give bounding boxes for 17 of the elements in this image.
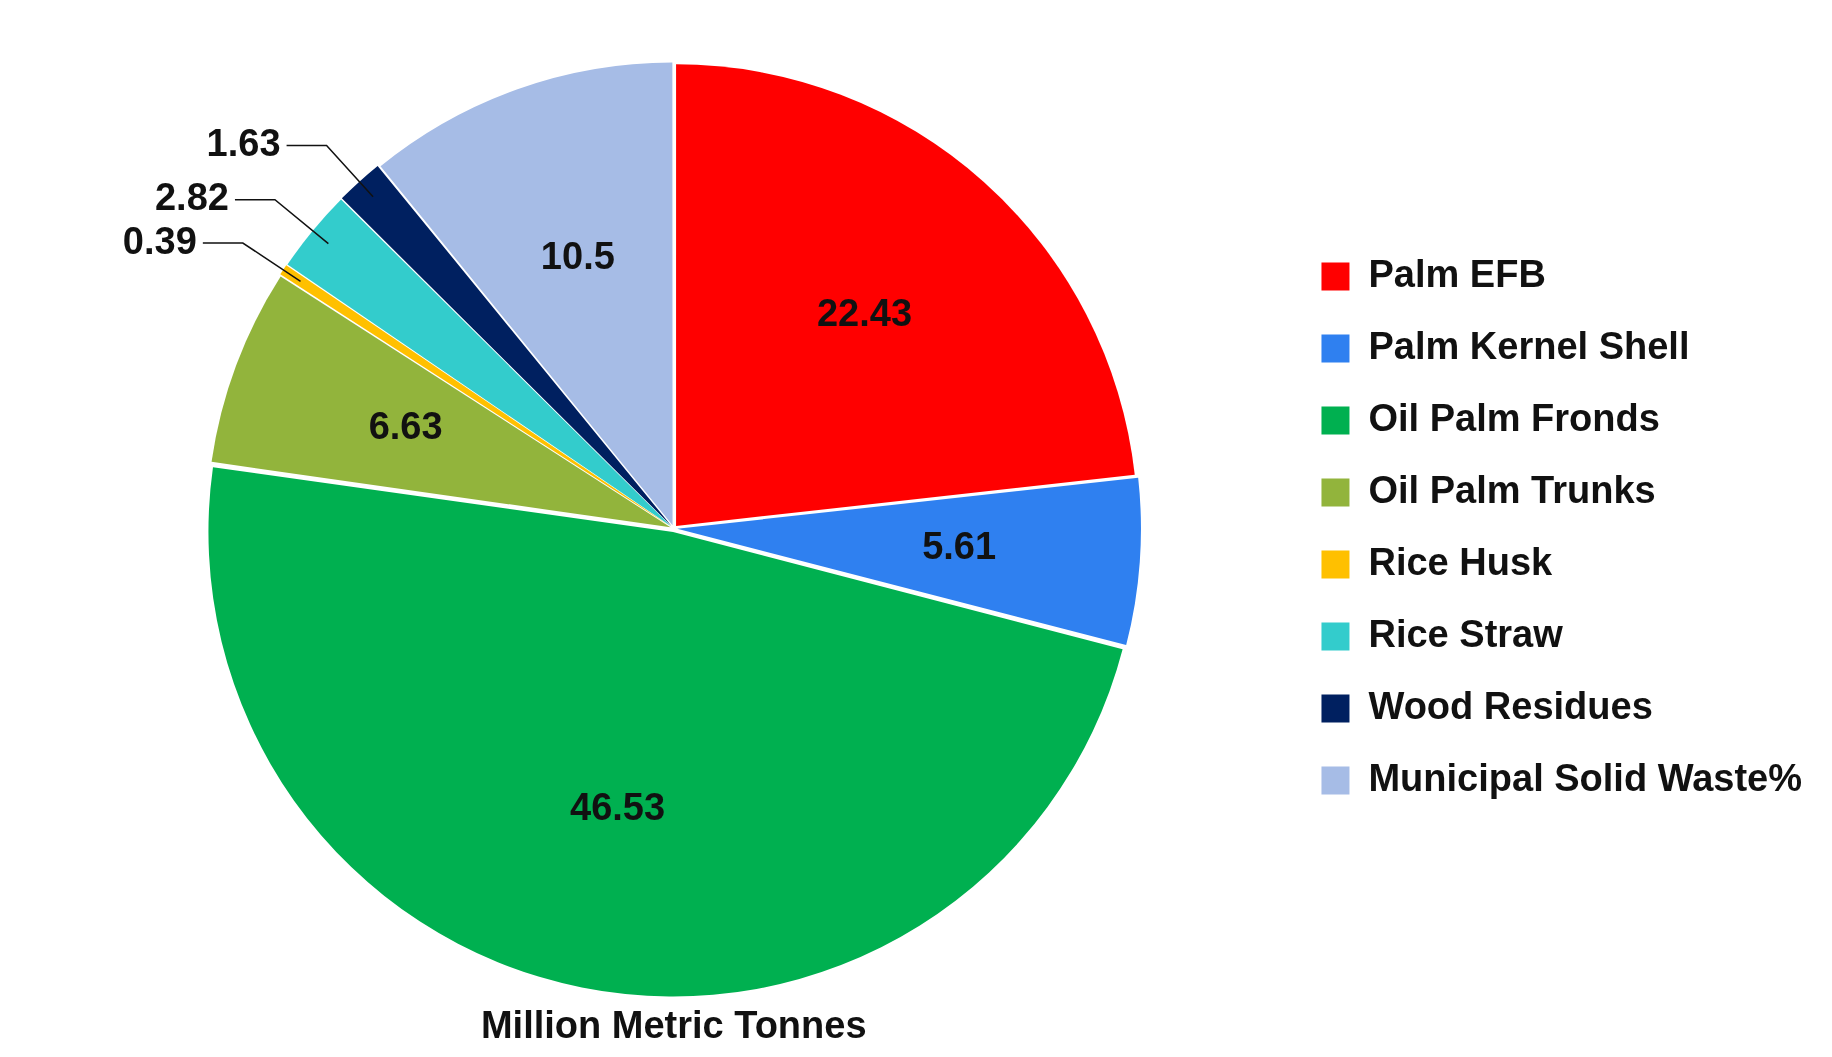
data-label: 0.39 <box>122 219 197 262</box>
legend-label: Palm Kernel Shell <box>1368 324 1690 367</box>
legend-label: Palm EFB <box>1368 252 1546 295</box>
data-label: 22.43 <box>816 291 913 334</box>
data-label: 46.53 <box>570 785 666 828</box>
data-label: 5.61 <box>922 525 997 568</box>
data-label: 10.5 <box>540 235 615 278</box>
legend-label: Oil Palm Fronds <box>1368 396 1660 439</box>
data-label: 2.82 <box>154 176 229 219</box>
legend-label: Municipal Solid Waste% <box>1368 756 1802 799</box>
legend-label: Oil Palm Trunks <box>1368 468 1656 511</box>
text: Million Metric Tonnes <box>480 1004 867 1047</box>
legend-label: Wood Residues <box>1368 684 1653 727</box>
data-label: 6.63 <box>368 405 443 448</box>
legend-label: Rice Straw <box>1368 612 1564 655</box>
legend-label: Rice Husk <box>1368 540 1554 583</box>
data-label: 1.63 <box>206 122 281 165</box>
